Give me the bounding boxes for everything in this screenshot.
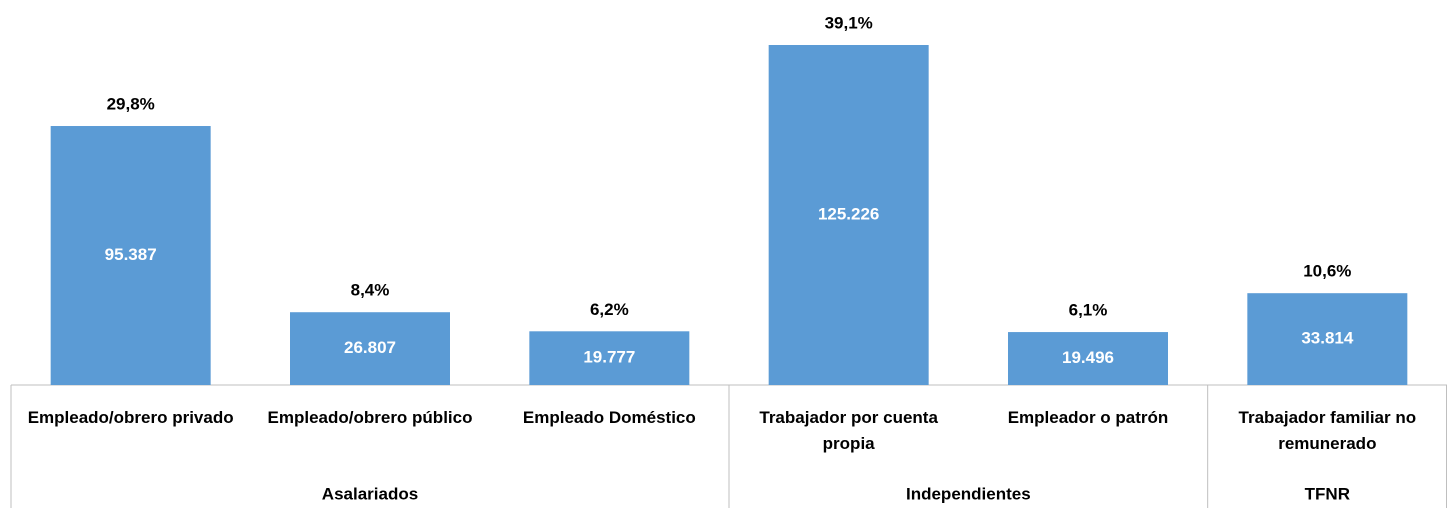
bar bbox=[529, 331, 690, 385]
value-label: 95.387 bbox=[105, 245, 157, 264]
value-label: 125.226 bbox=[818, 204, 879, 223]
group-label: Independientes bbox=[906, 484, 1031, 503]
bar bbox=[50, 126, 211, 386]
x-tick-label: Trabajador familiar no remunerado bbox=[1238, 408, 1417, 453]
group-label: Asalariados bbox=[322, 484, 418, 503]
x-tick-label: Empleado/obrero público bbox=[267, 408, 473, 427]
x-tick-label: Trabajador por cuenta propia bbox=[759, 408, 938, 453]
percentage-label: 6,2% bbox=[590, 300, 629, 319]
bar bbox=[768, 45, 929, 385]
percentage-label: 8,4% bbox=[351, 281, 390, 300]
group-label: TFNR bbox=[1305, 484, 1350, 503]
value-label: 19.777 bbox=[583, 348, 635, 367]
percentage-label: 10,6% bbox=[1303, 262, 1351, 281]
x-tick-label: Empleador o patrón bbox=[1007, 408, 1169, 427]
value-label: 33.814 bbox=[1301, 329, 1354, 348]
x-tick-label: Empleado Doméstico bbox=[522, 408, 696, 427]
value-label: 19.496 bbox=[1062, 348, 1114, 367]
percentage-label: 6,1% bbox=[1069, 301, 1108, 320]
bar bbox=[1008, 332, 1168, 385]
percentage-label: 29,8% bbox=[107, 94, 155, 113]
value-label: 26.807 bbox=[344, 338, 396, 357]
bar bbox=[1247, 293, 1408, 385]
percentage-label: 39,1% bbox=[825, 13, 873, 32]
x-tick-label: Empleado/obrero privado bbox=[27, 408, 234, 427]
bar bbox=[290, 312, 450, 385]
